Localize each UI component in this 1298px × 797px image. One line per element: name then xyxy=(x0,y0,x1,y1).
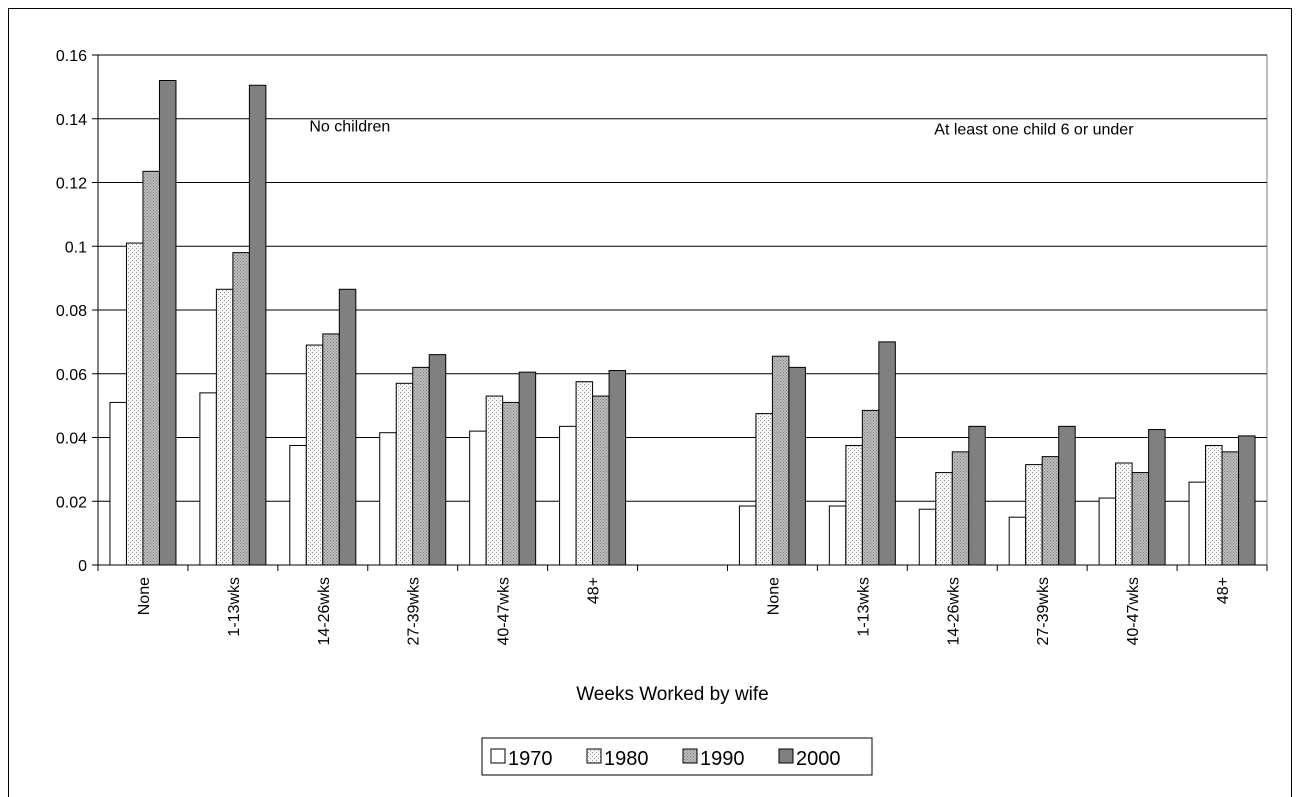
bar-1990 xyxy=(412,366,430,566)
x-tick-label: 48+ xyxy=(586,577,603,604)
bar-2000 xyxy=(788,366,806,566)
x-tick-label: None xyxy=(136,577,153,615)
bar-2000 xyxy=(518,371,537,566)
x-tick-label: None xyxy=(765,577,782,615)
legend-label-1970: 1970 xyxy=(508,748,553,770)
x-tick-label: 48+ xyxy=(1215,577,1232,604)
y-tick-label: 0.14 xyxy=(56,112,87,129)
bar-1980 xyxy=(755,413,773,566)
x-tick-label: 27-39wks xyxy=(406,577,423,645)
bar-1970 xyxy=(1098,497,1117,566)
x-tick-label: 1-13wks xyxy=(855,577,872,637)
bar-2000 xyxy=(338,288,357,566)
x-tick-label: 1-13wks xyxy=(226,577,243,637)
bar-1990 xyxy=(1131,472,1150,566)
bar-1970 xyxy=(469,430,487,566)
group-annotation-child-under-6: At least one child 6 or under xyxy=(934,122,1134,139)
bar-2000 xyxy=(158,80,177,566)
bar-1970 xyxy=(828,505,847,566)
bar-1970 xyxy=(559,425,577,566)
legend-swatch-1970 xyxy=(490,748,506,764)
bar-1970 xyxy=(1008,516,1027,566)
bar-1990 xyxy=(951,451,970,566)
x-tick-label: 40-47wks xyxy=(496,577,513,645)
bar-1990 xyxy=(1221,451,1240,566)
bar-2000 xyxy=(878,341,896,566)
bar-1970 xyxy=(109,401,127,566)
bar-1970 xyxy=(379,432,397,566)
bar-1980 xyxy=(395,382,414,566)
bar-1990 xyxy=(322,333,340,566)
bar-1980 xyxy=(845,444,863,566)
bar-1970 xyxy=(738,505,757,566)
bar-1990 xyxy=(142,170,160,566)
bar-1970 xyxy=(1188,481,1207,566)
bar-1990 xyxy=(771,355,790,566)
bar-2000 xyxy=(1058,425,1076,566)
bar-1970 xyxy=(918,508,937,566)
bar-1990 xyxy=(861,409,880,566)
x-axis-title: Weeks Worked by wife xyxy=(576,684,769,705)
bar-1980 xyxy=(1115,462,1133,566)
legend-swatch-2000 xyxy=(778,748,794,764)
bar-1990 xyxy=(232,252,250,566)
y-tick-label: 0.04 xyxy=(56,431,87,448)
legend-label-2000: 2000 xyxy=(796,748,841,770)
bar-1980 xyxy=(1205,444,1223,566)
legend-swatch-1980 xyxy=(586,748,602,764)
bar-2000 xyxy=(1238,435,1256,566)
x-tick-label: 27-39wks xyxy=(1035,577,1052,645)
y-tick-label: 0.08 xyxy=(56,303,87,320)
legend-box xyxy=(481,737,873,776)
bar-2000 xyxy=(608,370,627,566)
x-tick-label: 14-26wks xyxy=(945,577,962,645)
bar-2000 xyxy=(248,84,267,566)
y-tick-label: 0 xyxy=(78,558,87,575)
bar-1990 xyxy=(1041,456,1060,566)
bar-1980 xyxy=(305,344,324,566)
legend-swatch-1990 xyxy=(682,748,698,764)
y-tick-label: 0.06 xyxy=(56,367,87,384)
bar-1980 xyxy=(935,472,953,566)
bar-1980 xyxy=(575,381,594,566)
y-tick-label: 0.1 xyxy=(65,239,87,256)
y-tick-label: 0.16 xyxy=(56,48,87,65)
chart-frame xyxy=(8,8,1292,797)
y-tick-label: 0.02 xyxy=(56,494,87,511)
bar-1980 xyxy=(215,288,234,566)
bar-1990 xyxy=(502,401,520,566)
legend-label-1980: 1980 xyxy=(604,748,649,770)
legend-label-1990: 1990 xyxy=(700,748,745,770)
bar-1970 xyxy=(199,392,217,566)
bar-1980 xyxy=(125,242,144,566)
y-tick-label: 0.12 xyxy=(56,176,87,193)
x-tick-label: 40-47wks xyxy=(1125,577,1142,645)
bar-1970 xyxy=(289,444,307,566)
x-tick-label: 14-26wks xyxy=(316,577,333,645)
bar-2000 xyxy=(428,354,447,566)
bar-2000 xyxy=(1148,429,1166,566)
bar-1980 xyxy=(1025,464,1043,566)
group-annotation-no-children: No children xyxy=(309,119,390,136)
bar-2000 xyxy=(968,425,986,566)
bar-1990 xyxy=(592,395,610,566)
legend: 1970 1980 1990 2000 xyxy=(481,737,873,776)
bar-1980 xyxy=(485,395,504,566)
